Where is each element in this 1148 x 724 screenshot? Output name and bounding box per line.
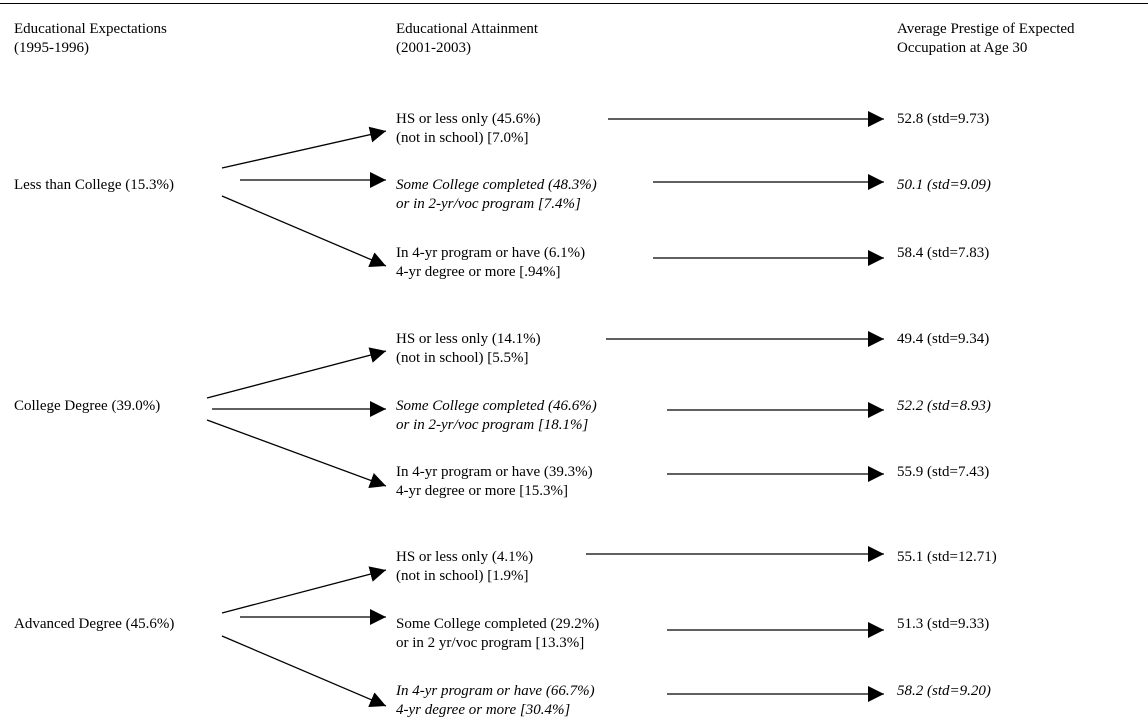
branch-4yr-line2: 4-yr degree or more [15.3%] [396, 483, 569, 499]
result-value: 52.2 (std=8.93) [897, 398, 991, 414]
header-expectations-years: (1995-1996) [14, 40, 89, 56]
arrow-expectation-to-4yr [206, 419, 387, 488]
branch-hs-line1: HS or less only (45.6%) [396, 111, 541, 127]
result-value: 52.8 (std=9.73) [897, 111, 990, 127]
arrow-expectation-to-hs [221, 126, 387, 169]
header-prestige: Average Prestige of Expected [897, 21, 1075, 37]
branch-hs-line2: (not in school) [7.0%] [396, 130, 529, 146]
branch-some-college-line1: Some College completed (46.6%) [396, 398, 597, 414]
branch-some-college-line2: or in 2-yr/voc program [18.1%] [396, 417, 589, 433]
result-value: 49.4 (std=9.34) [897, 331, 990, 347]
result-value: 55.9 (std=7.43) [897, 464, 990, 480]
header-attainment: Educational Attainment [396, 21, 539, 37]
group-label-less-than-college: Less than College (15.3%) [14, 177, 174, 193]
result-value: 51.3 (std=9.33) [897, 616, 990, 632]
branch-some-college-line1: Some College completed (29.2%) [396, 616, 600, 632]
group-label-college-degree: College Degree (39.0%) [14, 398, 161, 414]
branch-hs-line1: HS or less only (14.1%) [396, 331, 541, 347]
header-attainment-years: (2001-2003) [396, 40, 471, 56]
arrow-expectation-to-4yr [221, 635, 387, 708]
branch-hs-line2: (not in school) [5.5%] [396, 350, 529, 366]
group-label-advanced-degree: Advanced Degree (45.6%) [14, 616, 175, 632]
branch-4yr-line1: In 4-yr program or have (39.3%) [396, 464, 593, 480]
branch-hs-line1: HS or less only (4.1%) [396, 549, 534, 565]
arrow-expectation-to-4yr [221, 195, 387, 268]
branch-4yr-line2: 4-yr degree or more [.94%] [396, 264, 561, 280]
branch-some-college-line1: Some College completed (48.3%) [396, 177, 597, 193]
branch-some-college-line2: or in 2 yr/voc program [13.3%] [396, 635, 585, 651]
branch-4yr-line2: 4-yr degree or more [30.4%] [396, 702, 571, 718]
branch-4yr-line1: In 4-yr program or have (6.1%) [396, 245, 586, 261]
result-value: 58.2 (std=9.20) [897, 683, 991, 699]
arrow-expectation-to-hs [206, 347, 387, 399]
header-prestige-age: Occupation at Age 30 [897, 40, 1028, 56]
branch-4yr-line1: In 4-yr program or have (66.7%) [396, 683, 595, 699]
header-expectations: Educational Expectations [14, 21, 167, 37]
result-value: 50.1 (std=9.09) [897, 177, 991, 193]
result-value: 58.4 (std=7.83) [897, 245, 990, 261]
result-value: 55.1 (std=12.71) [897, 549, 997, 565]
branch-some-college-line2: or in 2-yr/voc program [7.4%] [396, 196, 581, 212]
arrow-expectation-to-hs [221, 566, 387, 614]
branch-hs-line2: (not in school) [1.9%] [396, 568, 529, 584]
top-rule [0, 3, 1148, 4]
